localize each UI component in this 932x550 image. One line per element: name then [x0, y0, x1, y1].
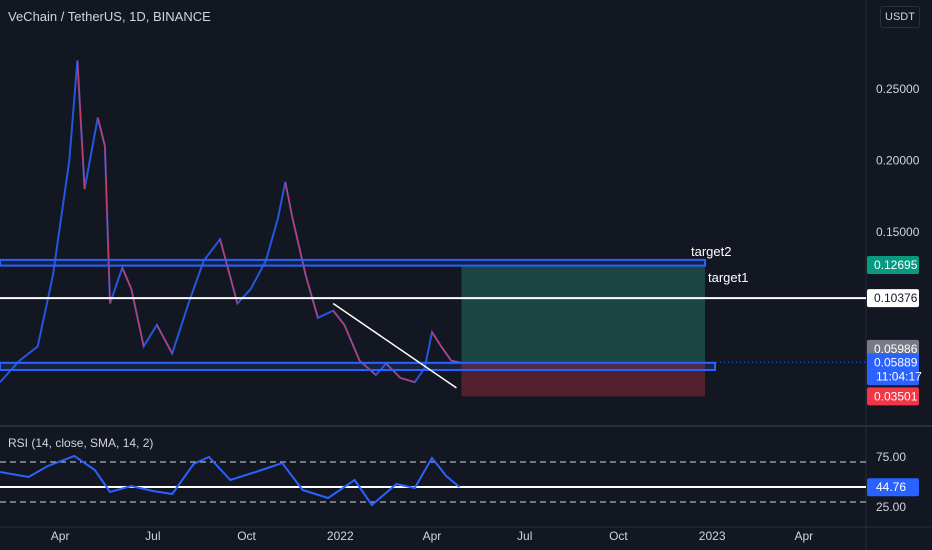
price-down-segment	[97, 117, 106, 147]
time-tick-label: Oct	[237, 529, 256, 543]
price-tick-label: 0.15000	[876, 225, 920, 239]
price-down-segment	[121, 267, 133, 290]
target2-price-badge	[867, 255, 919, 274]
price-down-segment	[332, 310, 345, 326]
profit-zone[interactable]	[461, 264, 706, 363]
stop-price-badge	[867, 387, 919, 406]
time-tick-label: Apr	[795, 529, 814, 543]
target1-price-badge-text: 0.10376	[874, 291, 918, 305]
price-tick-label: 0.25000	[876, 82, 920, 96]
time-tick-label: 2023	[699, 529, 726, 543]
time-tick-label: Jul	[517, 529, 532, 543]
price-down-segment	[284, 181, 294, 218]
stop-price-badge-text: 0.03501	[874, 389, 918, 403]
price-series-line	[0, 60, 460, 384]
countdown-text: 11:04:17	[876, 369, 922, 383]
price-down-segment	[219, 238, 239, 304]
resistance-zone[interactable]	[0, 258, 707, 267]
price-down-segment	[343, 324, 361, 361]
time-tick-label: Apr	[51, 529, 70, 543]
price-down-segment	[76, 60, 86, 190]
rsi-series-line	[0, 454, 461, 507]
last-price-text: 0.05889	[874, 355, 918, 369]
target1-price-badge	[867, 289, 919, 308]
target2-price-badge-text: 0.12695	[874, 258, 918, 272]
price-down-segment	[304, 274, 319, 318]
previous-close-badge-text: 0.05986	[874, 342, 918, 356]
rsi-value-text: 44.76	[876, 480, 906, 494]
rsi-tick-label: 25.00	[876, 500, 906, 514]
support-zone[interactable]	[0, 361, 716, 371]
symbol-title: VeChain / TetherUS, 1D, BINANCE	[8, 9, 211, 24]
time-tick-label: 2022	[327, 529, 354, 543]
rsi-value-badge	[867, 478, 919, 497]
price-down-segment	[440, 345, 452, 362]
rsi-tick-label: 75.00	[876, 450, 906, 464]
last-price-badge	[867, 353, 919, 386]
rsi-title: RSI (14, close, SMA, 14, 2)	[8, 436, 154, 450]
price-tick-label: 0.20000	[876, 154, 920, 168]
time-tick-label: Apr	[423, 529, 442, 543]
currency-button[interactable]: USDT	[880, 6, 920, 28]
loss-zone[interactable]	[461, 362, 706, 397]
time-tick-label: Jul	[145, 529, 160, 543]
price-down-segment	[104, 146, 111, 304]
price-down-segment	[400, 377, 415, 383]
price-down-segment	[431, 331, 442, 347]
price-down-segment	[156, 324, 173, 354]
target2-label: target2	[691, 244, 732, 259]
time-tick-label: Oct	[609, 529, 628, 543]
target1-label: target1	[708, 270, 749, 285]
trendline[interactable]	[332, 302, 457, 389]
